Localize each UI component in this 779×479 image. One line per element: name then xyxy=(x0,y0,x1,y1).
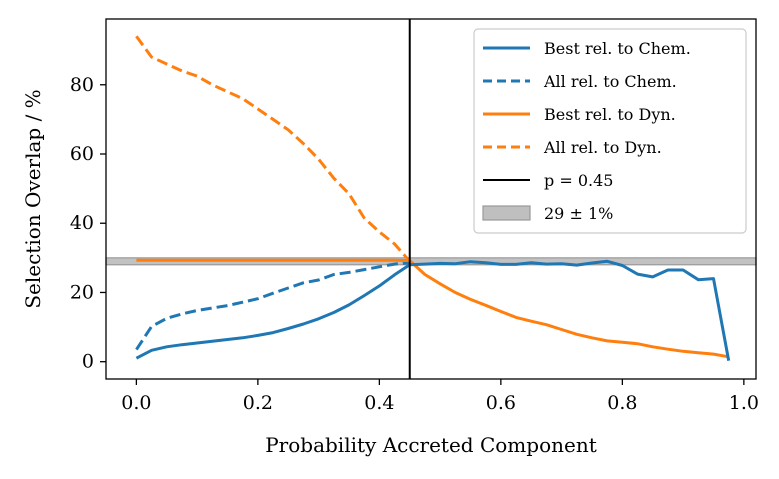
axes-layer: 0.0 0.2 0.4 0.6 0.8 1.0 0 20 40 60 80 xyxy=(70,18,759,414)
x-tick-label: 0.0 xyxy=(121,392,151,414)
y-tick-label: 60 xyxy=(70,143,94,165)
legend: Best rel. to Chem. All rel. to Chem. Best … xyxy=(473,28,747,234)
legend-label-4: p = 0.45 xyxy=(544,171,613,190)
x-tick-label: 0.4 xyxy=(364,392,394,414)
series-line-0 xyxy=(135,259,731,361)
plot-frame xyxy=(105,18,757,380)
legend-swatch-5 xyxy=(482,205,531,221)
legend-box xyxy=(473,28,747,234)
legend-label-0: Best rel. to Chem. xyxy=(544,39,691,58)
x-axis-label: Probability Accreted Component xyxy=(265,433,597,457)
y-axis-label: Selection Overlap / % xyxy=(21,89,45,308)
x-tick-label: 1.0 xyxy=(729,392,759,414)
y-tick-label: 20 xyxy=(70,281,94,303)
legend-label-1: All rel. to Chem. xyxy=(543,72,677,91)
y-tick-label: 0 xyxy=(82,351,94,373)
x-tick-label: 0.2 xyxy=(243,392,273,414)
y-tick-label: 40 xyxy=(70,212,94,234)
series-layer xyxy=(135,35,731,361)
legend-label-2: Best rel. to Dyn. xyxy=(544,105,676,124)
legend-label-5: 29 ± 1% xyxy=(544,204,613,223)
series-line-3 xyxy=(135,35,411,263)
legend-label-3: All rel. to Dyn. xyxy=(543,138,662,157)
series-line-2 xyxy=(136,258,729,359)
y-tick-label: 80 xyxy=(70,74,94,96)
x-tick-label: 0.6 xyxy=(486,392,516,414)
x-tick-label: 0.8 xyxy=(607,392,637,414)
series-line-1 xyxy=(135,261,410,351)
